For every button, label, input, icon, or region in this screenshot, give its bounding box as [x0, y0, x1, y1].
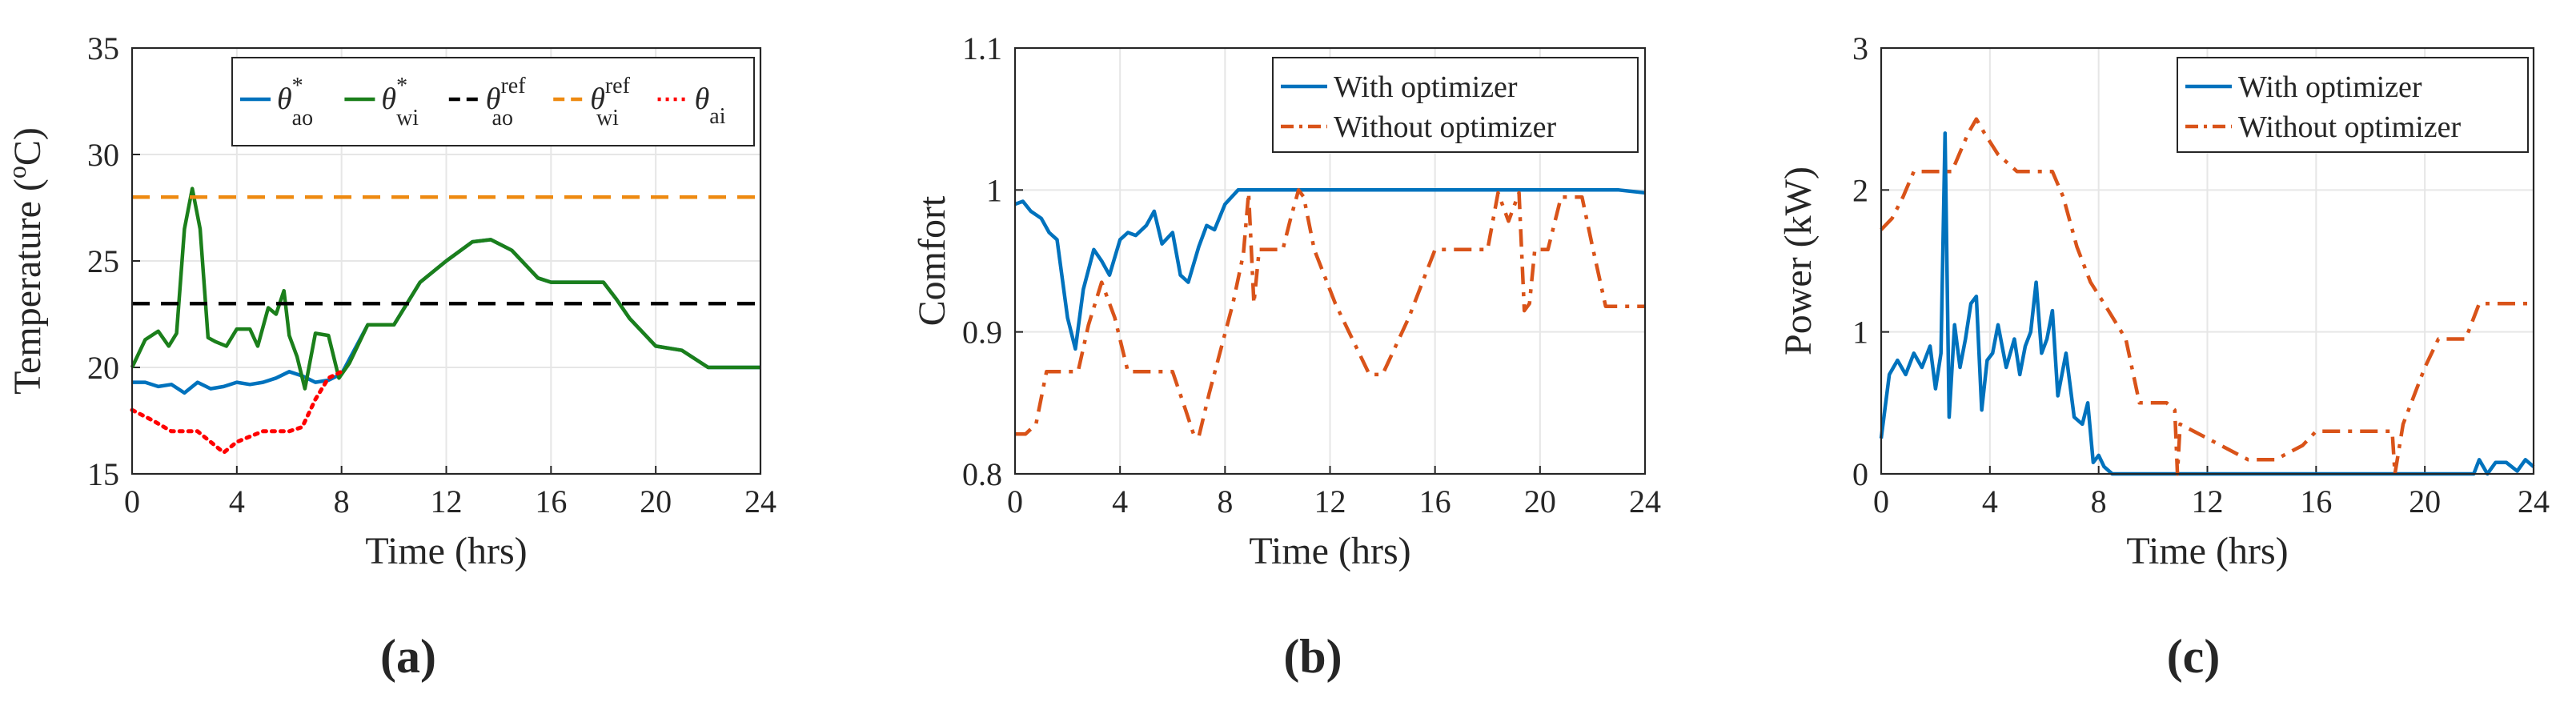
x-tick-label: 12: [2192, 483, 2224, 519]
legend-label: θ* wi: [381, 74, 419, 130]
x-tick-label: 20: [1524, 483, 1556, 519]
y-tick-label: 2: [1852, 172, 1868, 208]
y-tick-label: 1: [1852, 315, 1868, 351]
y-tick-label: 0.9: [962, 315, 1002, 351]
legend: With optimizer Without optimizer: [1272, 57, 1639, 153]
x-tick-label: 8: [2091, 483, 2107, 519]
y-tick-label: 1.1: [962, 30, 1002, 66]
series-line-2: [1015, 188, 1645, 439]
x-tick-label: 0: [1873, 483, 1889, 519]
series-line-5: [130, 369, 344, 455]
panel-caption: (b): [1283, 630, 1342, 683]
x-tick-label: 24: [2518, 483, 2550, 519]
legend-label: θref ao: [486, 74, 526, 130]
x-tick-label: 16: [1419, 483, 1451, 519]
legend-label: With optimizer: [1334, 70, 1518, 104]
legend-label: θai: [695, 82, 726, 129]
panel-caption: (a): [380, 630, 436, 683]
legend-label: θref wi: [590, 74, 630, 130]
axes-box: [130, 46, 762, 475]
x-tick-label: 20: [2409, 483, 2441, 519]
x-axis-label: Time (hrs): [2126, 530, 2288, 572]
legend: θ* ao θ* wi θref ao θref wi θai: [231, 57, 755, 146]
x-axis-label: Time (hrs): [1249, 530, 1410, 572]
x-tick-label: 4: [229, 483, 245, 519]
legend-label: Without optimizer: [1334, 110, 1556, 144]
legend-label: With optimizer: [2238, 70, 2422, 104]
x-tick-label: 16: [2300, 483, 2332, 519]
x-tick-label: 0: [1007, 483, 1023, 519]
series-line-2: [1880, 117, 2534, 476]
x-tick-label: 8: [1217, 483, 1233, 519]
y-tick-label: 25: [87, 243, 119, 279]
series-line-1: [1014, 188, 1646, 351]
x-tick-label: 4: [1112, 483, 1128, 519]
legend-box: [2177, 57, 2529, 153]
x-tick-label: 0: [124, 483, 140, 519]
x-tick-label: 24: [744, 483, 776, 519]
y-axis-label: Temperature (oC): [2, 127, 49, 395]
x-tick-label: 20: [640, 483, 672, 519]
legend-label: Without optimizer: [2238, 110, 2461, 144]
x-tick-label: 12: [431, 483, 463, 519]
legend-box: [231, 57, 755, 146]
y-tick-label: 30: [87, 137, 119, 173]
series-line-2: [130, 187, 760, 391]
x-axis-label: Time (hrs): [365, 530, 527, 572]
legend: With optimizer Without optimizer: [2177, 57, 2529, 153]
x-tick-label: 16: [535, 483, 567, 519]
y-tick-label: 0.8: [962, 456, 1002, 492]
y-tick-label: 35: [87, 30, 119, 66]
x-tick-label: 12: [1314, 483, 1346, 519]
x-tick-label: 8: [334, 483, 350, 519]
y-tick-label: 3: [1852, 30, 1868, 66]
y-tick-label: 20: [87, 350, 119, 386]
panel-b: 0 4 8 12 16 20 24 0.8 0.9 1 1.1 Time (hrs) Comfort Wi…: [911, 30, 1661, 683]
legend-label: θ* ao: [277, 74, 313, 130]
x-tick-label: 24: [1629, 483, 1661, 519]
panel-a: 0 4 8 12 16 20 24 15 20 25 30 35 Time (hrs) Temperatu…: [2, 30, 776, 683]
y-axis-label: Power (kW): [1777, 166, 1820, 355]
panel-caption: (c): [2167, 630, 2221, 683]
y-tick-label: 1: [986, 172, 1002, 208]
y-tick-label: 0: [1852, 456, 1868, 492]
x-tick-label: 4: [1982, 483, 1998, 519]
legend-box: [1272, 57, 1639, 153]
axes-box: [1013, 46, 1647, 475]
axes-box: [1880, 46, 2535, 475]
y-axis-label: Comfort: [911, 195, 953, 326]
y-tick-label: 15: [87, 456, 119, 492]
